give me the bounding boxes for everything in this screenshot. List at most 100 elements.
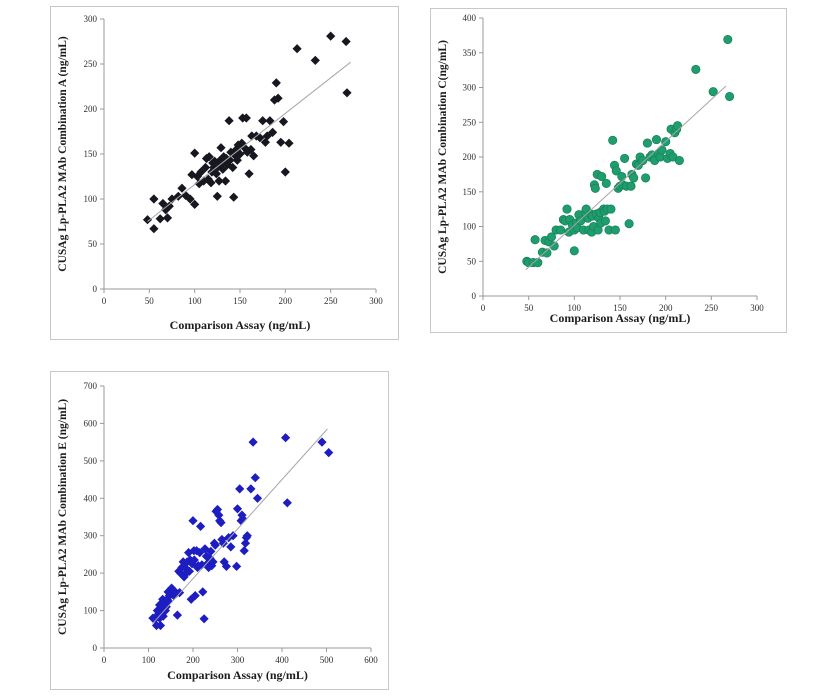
- scatter-point: [674, 155, 684, 166]
- scatter-point: [672, 121, 683, 131]
- scatter-point: [228, 162, 238, 173]
- y-tick-label: 300: [84, 14, 98, 24]
- scatter-point: [240, 538, 251, 548]
- scatter-point: [235, 149, 245, 159]
- scatter-point: [220, 176, 231, 186]
- scatter-point: [250, 473, 260, 483]
- scatter-point: [601, 178, 611, 188]
- scatter-point: [201, 551, 211, 561]
- y-tick-label: 400: [463, 13, 477, 23]
- data-points: [522, 34, 735, 268]
- scatter-chart-combination-a: 0 50 100 150 200 250 300 0 50 100 150 200 250 300 Comp…: [51, 7, 398, 339]
- scatter-point: [278, 117, 289, 127]
- scatter-point: [292, 44, 302, 54]
- scatter-point: [530, 235, 540, 245]
- scatter-point: [239, 546, 249, 556]
- x-tick-label: 200: [279, 296, 293, 306]
- x-tick-label: 200: [659, 303, 673, 313]
- x-tick-label: 200: [186, 655, 200, 665]
- scatter-point: [276, 137, 286, 147]
- x-tick-label: 250: [705, 303, 719, 313]
- scatter-point: [725, 91, 735, 102]
- y-tick-label: 200: [463, 152, 477, 162]
- scatter-point: [691, 64, 701, 74]
- x-tick-label: 500: [320, 655, 334, 665]
- y-tick-label: 100: [463, 222, 477, 232]
- scatter-point: [638, 155, 648, 166]
- scatter-point: [641, 173, 651, 183]
- y-tick-label: 150: [463, 187, 477, 197]
- y-axis-title: CUSAg Lp-PLA2 MAb Combination A (ng/mL): [57, 36, 69, 272]
- scatter-point: [280, 167, 290, 177]
- x-tick-label: 600: [364, 655, 378, 665]
- scatter-point: [341, 36, 351, 47]
- scatter-point: [569, 246, 579, 256]
- y-tick-label: 700: [84, 381, 98, 391]
- scatter-point: [284, 138, 294, 148]
- x-tick-label: 100: [142, 655, 156, 665]
- y-tick-label: 50: [467, 256, 477, 266]
- x-tick-label: 50: [145, 296, 155, 306]
- scatter-point: [142, 215, 153, 225]
- data-points: [142, 31, 352, 234]
- y-tick-label: 300: [463, 83, 477, 93]
- x-tick-label: 50: [524, 303, 534, 313]
- y-axis-title: CUSAg Lp-PLA2 MAb Combination C(ng/mL): [437, 40, 449, 274]
- scatter-point: [608, 135, 618, 145]
- scatter-point: [281, 433, 291, 443]
- x-tick-label: 150: [613, 303, 627, 313]
- y-tick-label: 200: [84, 104, 98, 114]
- scatter-point: [620, 153, 630, 163]
- x-tick-label: 100: [188, 296, 202, 306]
- scatter-point: [167, 194, 177, 204]
- scatter-point: [562, 204, 572, 214]
- data-points: [148, 433, 334, 631]
- axes: 0 50 100 150 200 250 300 0 50 100 150 200 250 300 350 4…: [463, 13, 765, 313]
- scatter-point: [235, 484, 245, 494]
- scatter-point: [624, 219, 634, 229]
- scatter-point: [229, 192, 239, 202]
- scatter-point: [657, 145, 667, 155]
- scatter-point: [629, 173, 639, 183]
- scatter-point: [207, 561, 217, 571]
- panel-combination-c: 0 50 100 150 200 250 300 0 50 100 150 200 250 300 350 4…: [430, 8, 787, 333]
- x-axis-title: Comparison Assay (ng/mL): [167, 668, 308, 682]
- scatter-point: [177, 183, 187, 193]
- scatter-point: [200, 544, 210, 554]
- y-tick-label: 300: [84, 531, 98, 541]
- y-tick-label: 250: [463, 117, 477, 127]
- scatter-point: [206, 178, 216, 188]
- scatter-point: [549, 241, 559, 251]
- trendline: [525, 85, 727, 270]
- scatter-point: [590, 183, 600, 193]
- x-tick-label: 150: [233, 296, 247, 306]
- scatter-point: [162, 213, 173, 223]
- y-axis-title: CUSAg Lp-PLA2 MAb Combination E (ng/mL): [57, 399, 69, 635]
- scatter-point: [212, 191, 222, 201]
- scatter-point: [606, 204, 616, 214]
- y-tick-label: 250: [84, 59, 98, 69]
- scatter-point: [542, 248, 552, 258]
- scatter-point: [533, 258, 543, 268]
- scatter-point: [226, 542, 236, 552]
- scatter-point: [196, 521, 206, 531]
- axes: 0 100 200 300 400 500 600 0 100 200 300 400 500 600 70…: [84, 381, 379, 665]
- scatter-chart-combination-e: 0 100 200 300 400 500 600 0 100 200 300 400 500 600 70…: [51, 372, 388, 689]
- y-tick-label: 0: [472, 291, 477, 301]
- scatter-point: [262, 131, 272, 141]
- axes: 0 50 100 150 200 250 300 0 50 100 150 200 250 300: [84, 14, 384, 306]
- scatter-point: [611, 166, 621, 176]
- x-tick-label: 0: [481, 303, 486, 313]
- scatter-point: [249, 151, 259, 161]
- scatter-point: [232, 561, 242, 571]
- scatter-point: [546, 232, 557, 242]
- scatter-point: [252, 493, 263, 503]
- scatter-point: [600, 216, 610, 226]
- scatter-point: [164, 201, 174, 211]
- y-tick-label: 500: [84, 456, 98, 466]
- scatter-point: [188, 516, 198, 526]
- scatter-point: [190, 148, 200, 158]
- scatter-point: [626, 181, 636, 191]
- scatter-point: [149, 224, 159, 234]
